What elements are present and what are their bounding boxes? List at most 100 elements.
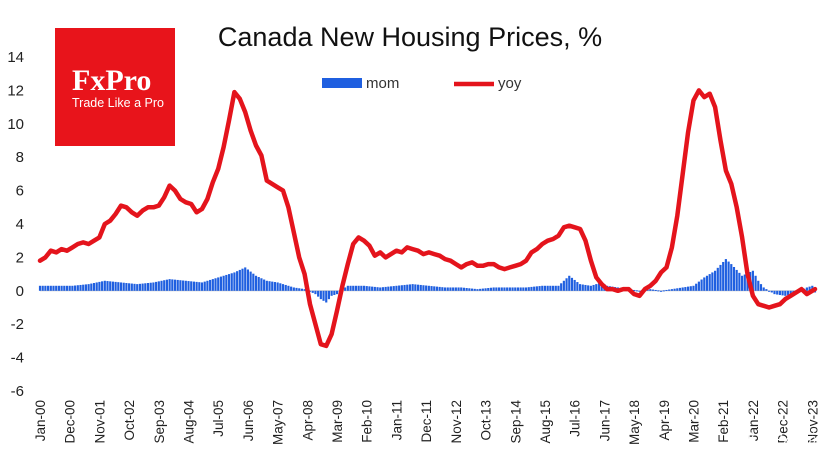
mom-bar	[44, 285, 47, 291]
mom-bar	[754, 275, 757, 291]
mom-bar	[730, 264, 733, 291]
mom-bar	[60, 285, 63, 291]
mom-bar	[346, 285, 349, 291]
mom-bar	[578, 284, 582, 291]
mom-bar	[722, 261, 725, 291]
mom-bar	[122, 282, 125, 291]
mom-bar	[290, 286, 293, 291]
mom-bar	[295, 287, 298, 291]
mom-bar	[751, 270, 754, 291]
logo-tagline: Trade Like a Pro	[72, 96, 164, 110]
mom-bar	[298, 288, 301, 291]
x-tick-label: Sep-03	[152, 400, 167, 444]
mom-bar	[241, 268, 244, 291]
mom-bar	[214, 278, 217, 291]
mom-bar	[449, 287, 452, 291]
mom-bar	[195, 281, 198, 291]
x-tick-label: Nov-01	[92, 400, 107, 444]
mom-bar	[770, 290, 773, 293]
mom-bar	[543, 285, 547, 291]
mom-bar	[225, 274, 228, 291]
mom-bar	[425, 285, 428, 291]
mom-bar	[435, 286, 439, 291]
y-tick-label: 8	[16, 149, 24, 166]
mom-bar	[416, 284, 420, 291]
y-tick-label: -2	[11, 316, 24, 333]
mom-bar	[562, 280, 565, 291]
mom-bar	[227, 274, 231, 291]
mom-bar	[79, 284, 82, 291]
mom-bar	[784, 290, 787, 296]
mom-bar	[462, 287, 466, 291]
mom-bar	[163, 280, 166, 291]
mom-bar	[573, 279, 576, 291]
mom-bar	[476, 289, 479, 291]
mom-bar	[651, 289, 655, 291]
mom-bar	[392, 286, 395, 291]
mom-bar	[68, 285, 71, 291]
mom-bar	[106, 281, 109, 291]
logo-box	[55, 28, 175, 146]
y-tick-label: 12	[7, 82, 24, 99]
mom-bar	[308, 290, 312, 292]
mom-bar	[589, 285, 592, 291]
mom-bar	[454, 287, 457, 291]
mom-bar	[133, 283, 136, 291]
mom-bar	[203, 281, 206, 291]
mom-bar	[287, 285, 290, 291]
mom-bar	[111, 281, 114, 291]
x-tick-label: Jun-17	[597, 400, 612, 441]
mom-bar	[530, 286, 533, 291]
mom-bar	[554, 285, 557, 291]
x-tick-label: Dec-00	[63, 400, 78, 444]
mom-bar	[519, 287, 522, 291]
mom-bar	[411, 284, 414, 291]
mom-bar	[198, 282, 201, 291]
mom-bar	[52, 285, 55, 291]
mom-bar	[87, 284, 90, 291]
mom-bar	[705, 275, 709, 291]
mom-bars	[38, 259, 817, 303]
mom-bar	[551, 285, 555, 291]
mom-bar	[206, 280, 209, 291]
y-tick-label: 14	[7, 49, 24, 66]
mom-bar	[376, 287, 379, 291]
mom-bar	[522, 287, 525, 291]
mom-bar	[500, 287, 503, 291]
mom-bar	[101, 281, 104, 291]
mom-bar	[117, 282, 120, 291]
mom-bar	[584, 284, 587, 291]
mom-bar	[741, 275, 744, 291]
mom-bar	[587, 285, 590, 291]
mom-bar	[433, 286, 436, 291]
mom-bar	[533, 286, 536, 291]
mom-bar	[670, 289, 673, 291]
y-axis: -6 -4 -2 0 2 4 6 8 10 12 14	[7, 49, 24, 400]
mom-bar	[157, 281, 160, 291]
mom-bar	[684, 287, 687, 291]
mom-bar	[333, 290, 336, 295]
mom-bar	[700, 279, 703, 291]
mom-bar	[171, 279, 174, 291]
mom-bar	[335, 290, 339, 295]
mom-bar	[660, 290, 663, 292]
mom-bar	[452, 287, 455, 291]
mom-bar	[716, 267, 719, 291]
mom-bar	[692, 285, 695, 291]
mom-bar	[82, 284, 85, 291]
mom-bar	[168, 279, 171, 291]
x-tick-label: Sep-14	[508, 400, 523, 444]
mom-bar	[678, 287, 682, 291]
legend-mom-swatch	[322, 78, 362, 88]
mom-bar	[65, 285, 69, 291]
mom-bar	[95, 282, 98, 291]
mom-bar	[260, 278, 263, 291]
mom-bar	[327, 290, 331, 300]
mom-bar	[724, 259, 727, 291]
mom-bar	[149, 282, 152, 291]
y-tick-label: 6	[16, 183, 24, 200]
legend: mom yoy	[322, 75, 522, 92]
mom-bar	[389, 286, 393, 291]
mom-bar	[322, 290, 325, 301]
